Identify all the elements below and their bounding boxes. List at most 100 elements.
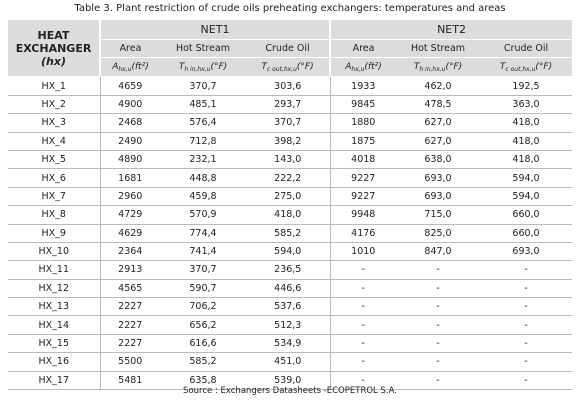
row-label: HX_3 — [8, 113, 101, 133]
table-row: HX_2 4900 485,1 293,7 9845 478,5 363,0 — [8, 95, 573, 115]
cell: - — [480, 315, 573, 335]
cell: 418,0 — [480, 132, 573, 151]
cell: 418,0 — [246, 205, 331, 225]
cell: - — [480, 352, 573, 372]
cell: 5500 — [100, 352, 160, 372]
cell: 693,0 — [396, 168, 481, 188]
cell: - — [480, 334, 573, 354]
unit-subscript: h in,hx,u — [184, 65, 211, 73]
cell: 9948 — [329, 205, 397, 225]
column-header: Hot Stream — [160, 39, 246, 59]
unit-symbol: A — [345, 61, 352, 72]
table-row: HX_12 4565 590,7 446,6- - - — [8, 279, 573, 299]
cell: 570,9 — [160, 205, 246, 225]
cell: 451,0 — [246, 352, 331, 372]
column-header: Hot Stream — [396, 39, 481, 59]
unit-header: Ahx,u(ft²) — [329, 57, 397, 78]
corner-header: HEAT EXCHANGER (hx) — [8, 20, 101, 78]
row-label: HX_4 — [8, 132, 101, 151]
row-label: HX_10 — [8, 242, 101, 262]
cell: 590,7 — [160, 279, 246, 299]
table-row: HX_10 2364 741,4 594,0 1010 847,0 693,0 — [8, 242, 573, 262]
unit-symbol: A — [112, 61, 119, 72]
row-label: HX_9 — [8, 224, 101, 243]
cell: 660,0 — [480, 224, 573, 243]
cell: 594,0 — [480, 168, 573, 188]
cell: 847,0 — [396, 242, 481, 262]
cell: 2490 — [100, 132, 160, 151]
unit-text: (ft²) — [364, 61, 382, 72]
cell: 638,0 — [396, 150, 481, 170]
cell: 660,0 — [480, 205, 573, 225]
table-row: HX_1 4659 370,7 303,6 1933 462,0 192,5 — [8, 76, 573, 96]
table-row: HX_7 2960 459,8 275,0 9227 693,0 594,0 — [8, 187, 573, 207]
cell: 143,0 — [246, 150, 331, 170]
column-row: Area Hot Stream Crude Oil Area Hot Stream Cru… — [8, 39, 573, 59]
cell: 2468 — [100, 113, 160, 133]
cell: - — [329, 297, 397, 317]
cell: - — [329, 279, 397, 299]
unit-subscript: hx,u — [118, 65, 132, 73]
cell: - — [480, 297, 573, 317]
unit-text: (°F) — [296, 61, 314, 72]
cell: - — [396, 297, 481, 317]
cell: 635,8 — [160, 371, 246, 391]
cell: 462,0 — [396, 76, 481, 96]
table-row: HX_14 2227 656,2 512,3- - - — [8, 315, 573, 335]
unit-text: (ft²) — [131, 61, 149, 72]
cell: 363,0 — [480, 95, 573, 115]
cell: 398,2 — [246, 132, 331, 151]
cell: 627,0 — [396, 113, 481, 133]
cell: 2364 — [100, 242, 160, 262]
cell: 236,5 — [246, 260, 331, 280]
cell: 539,0 — [246, 371, 331, 391]
cell: 4629 — [100, 224, 160, 243]
unit-text: (°F) — [210, 61, 228, 72]
corner-label: HEAT EXCHANGER — [15, 28, 92, 55]
cell: 693,0 — [396, 187, 481, 207]
cell: 1933 — [329, 76, 397, 96]
cell: 4018 — [329, 150, 397, 170]
column-header: Crude Oil — [246, 39, 331, 59]
cell: 616,6 — [160, 334, 246, 354]
cell: 825,0 — [396, 224, 481, 243]
cell: - — [480, 260, 573, 280]
cell: 715,0 — [396, 205, 481, 225]
table-row: HX_3 2468 576,4 370,7 1880 627,0 418,0 — [8, 113, 573, 133]
table-body: HX_1 4659 370,7 303,6 1933 462,0 192,5 HX_2 4900… — [8, 76, 573, 391]
cell: 370,7 — [160, 260, 246, 280]
cell: 706,2 — [160, 297, 246, 317]
cell: 4890 — [100, 150, 160, 170]
group-header: NET2 — [329, 20, 573, 40]
cell: 293,7 — [246, 95, 331, 115]
unit-subscript: h in,hx,u — [419, 65, 446, 73]
cell: 448,8 — [160, 168, 246, 188]
row-label: HX_1 — [8, 76, 101, 96]
cell: - — [396, 371, 481, 391]
cell: 1880 — [329, 113, 397, 133]
cell: 1010 — [329, 242, 397, 262]
row-label: HX_15 — [8, 334, 101, 354]
row-label: HX_14 — [8, 315, 101, 335]
table-row: HX_9 4629 774,4 585,2 4176 825,0 660,0 — [8, 224, 573, 243]
cell: - — [480, 279, 573, 299]
cell: 303,6 — [246, 76, 331, 96]
cell: 1681 — [100, 168, 160, 188]
cell: - — [329, 334, 397, 354]
cell: 446,6 — [246, 279, 331, 299]
source-note: Source : Exchangers Datasheets -ECOPETRO… — [183, 386, 397, 396]
cell: - — [329, 371, 397, 391]
cell: - — [329, 315, 397, 335]
cell: 4900 — [100, 95, 160, 115]
cell: 192,5 — [480, 76, 573, 96]
table-row: HX_13 2227 706,2 537,6- - - — [8, 297, 573, 317]
group-row: HEAT EXCHANGER (hx) NET1 NET2 — [8, 20, 573, 78]
cell: 1875 — [329, 132, 397, 151]
cell: 656,2 — [160, 315, 246, 335]
row-label: HX_13 — [8, 297, 101, 317]
table-row: HX_15 2227 616,6 534,9- - - — [8, 334, 573, 354]
cell: 576,4 — [160, 113, 246, 133]
row-label: HX_5 — [8, 150, 101, 170]
unit-header: Th in,hx,u(°F) — [160, 57, 246, 78]
cell: 2227 — [100, 334, 160, 354]
